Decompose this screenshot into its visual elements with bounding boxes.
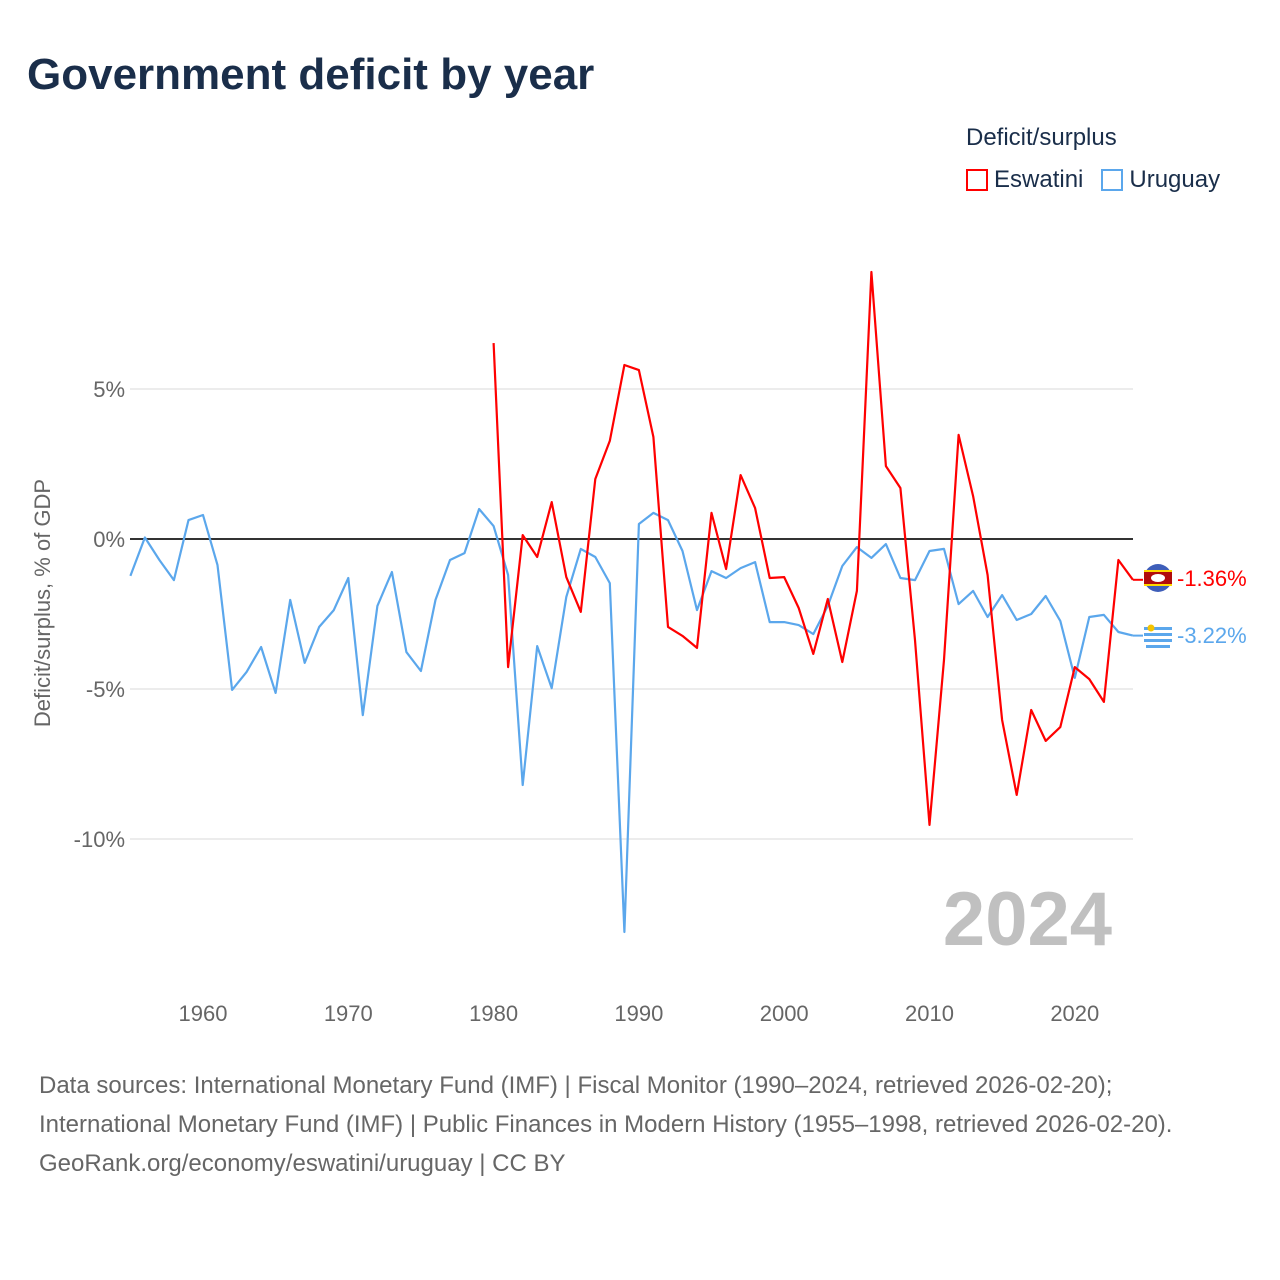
flag-eswatini-icon bbox=[1144, 564, 1172, 592]
end-label-uruguay: -3.22% bbox=[1177, 623, 1247, 648]
x-tick-label: 2020 bbox=[1050, 1001, 1099, 1026]
x-tick-label: 1970 bbox=[324, 1001, 373, 1026]
x-tick-label: 2000 bbox=[760, 1001, 809, 1026]
y-tick-label: 0% bbox=[93, 527, 125, 552]
y-tick-label: -5% bbox=[86, 677, 125, 702]
series-line-eswatini[interactable] bbox=[492, 270, 1134, 827]
legend-label: Eswatini bbox=[994, 166, 1084, 193]
line-chart: 5%0%-5%-10%1960 1970 1980 1990 2000 2010 2020 … bbox=[30, 270, 1247, 1026]
x-tick-label: 1980 bbox=[469, 1001, 518, 1026]
flag-uruguay-icon bbox=[1144, 621, 1172, 649]
chart-title: Government deficit by year bbox=[27, 50, 595, 99]
data-sources: Data sources: International Monetary Fun… bbox=[39, 1072, 1173, 1138]
legend-swatch-uruguay bbox=[1101, 169, 1124, 191]
legend-label: Uruguay bbox=[1129, 166, 1221, 193]
legend-item-eswatini[interactable]: Eswatini bbox=[966, 166, 1083, 194]
legend-title: Deficit/surplus bbox=[966, 124, 1117, 151]
series-line-uruguay[interactable] bbox=[129, 507, 1134, 934]
x-tick-label: 1960 bbox=[179, 1001, 228, 1026]
x-tick-label: 2010 bbox=[905, 1001, 954, 1026]
year-watermark: 2024 bbox=[943, 877, 1112, 962]
legend-swatch-eswatini bbox=[966, 169, 988, 191]
y-axis-label: Deficit/surplus, % of GDP bbox=[30, 479, 55, 727]
legend-item-uruguay[interactable]: Uruguay bbox=[1101, 166, 1220, 194]
credit-link[interactable]: GeoRank.org/economy/eswatini/uruguay | C… bbox=[39, 1150, 566, 1177]
footer: Data sources: International Monetary Fun… bbox=[39, 1066, 1239, 1183]
y-tick-label: 5% bbox=[93, 377, 125, 402]
legend: Deficit/surplus Eswatini Uruguay bbox=[966, 124, 1220, 194]
x-tick-label: 1990 bbox=[614, 1001, 663, 1026]
end-label-eswatini: -1.36% bbox=[1177, 566, 1247, 591]
y-tick-label: -10% bbox=[74, 827, 125, 852]
